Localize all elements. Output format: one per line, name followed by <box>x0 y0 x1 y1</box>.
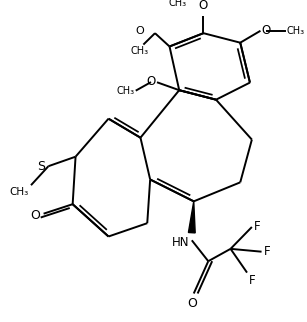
Text: F: F <box>254 220 260 232</box>
Text: CH₃: CH₃ <box>10 187 29 197</box>
Polygon shape <box>188 201 195 233</box>
Text: F: F <box>249 274 256 287</box>
Text: O: O <box>187 297 197 310</box>
Text: S: S <box>37 160 45 173</box>
Text: O: O <box>30 209 40 222</box>
Text: O: O <box>199 0 208 12</box>
Text: CH₃: CH₃ <box>130 46 149 56</box>
Text: O: O <box>135 26 144 36</box>
Text: CH₃: CH₃ <box>287 26 305 36</box>
Text: CH₃: CH₃ <box>169 0 187 8</box>
Text: O: O <box>147 75 156 88</box>
Text: F: F <box>263 245 270 258</box>
Text: CH₃: CH₃ <box>117 86 135 96</box>
Text: HN: HN <box>172 236 190 250</box>
Text: O: O <box>262 24 271 37</box>
